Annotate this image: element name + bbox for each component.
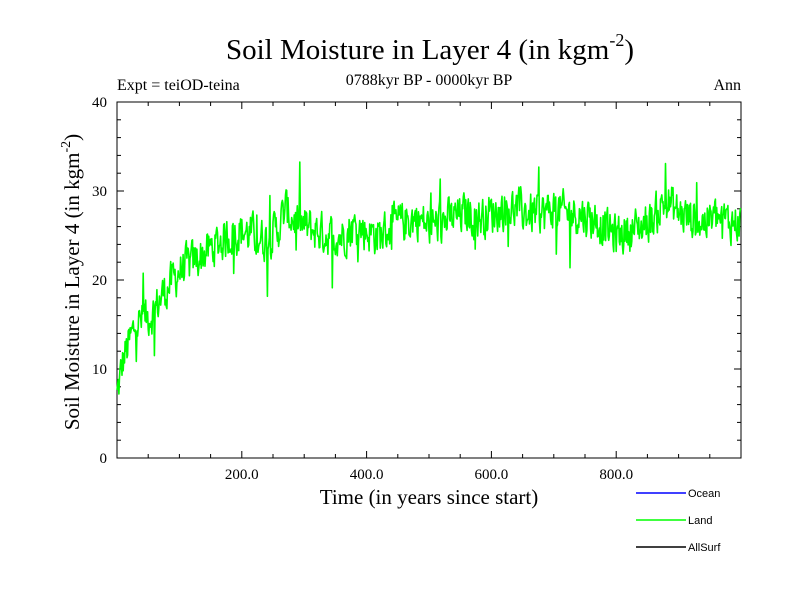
chart-subtitle: 0788kyr BP - 0000kyr BP [346, 72, 513, 89]
axis-tick-labels: 200.0 400.0 600.0 800.0 0 10 20 30 40 [92, 95, 633, 483]
y-tick-label: 20 [92, 273, 107, 289]
y-tick-label: 10 [92, 362, 107, 378]
expt-label: Expt = teiOD-teina [117, 77, 240, 94]
plot-frame [116, 101, 742, 459]
axis-ticks [117, 102, 741, 458]
x-tick-label: 400.0 [350, 467, 384, 483]
y-tick-label: 30 [92, 184, 107, 200]
x-tick-label: 600.0 [475, 467, 509, 483]
chart-title: Soil Moisture in Layer 4 (in kgm-2) [226, 30, 634, 66]
legend-label-land: Land [688, 515, 712, 527]
y-axis-label: Soil Moisture in Layer 4 (in kgm-2) [59, 134, 84, 430]
season-label: Ann [713, 77, 741, 94]
x-tick-label: 800.0 [599, 467, 633, 483]
legend-label-allsurf: AllSurf [688, 542, 721, 554]
legend: Ocean Land AllSurf [636, 488, 721, 554]
x-tick-label: 200.0 [225, 467, 259, 483]
legend-label-ocean: Ocean [688, 488, 720, 500]
y-tick-label: 40 [92, 95, 107, 111]
land-series-line [116, 161, 742, 395]
x-axis-label: Time (in years since start) [320, 485, 539, 509]
y-tick-label: 0 [100, 451, 108, 467]
